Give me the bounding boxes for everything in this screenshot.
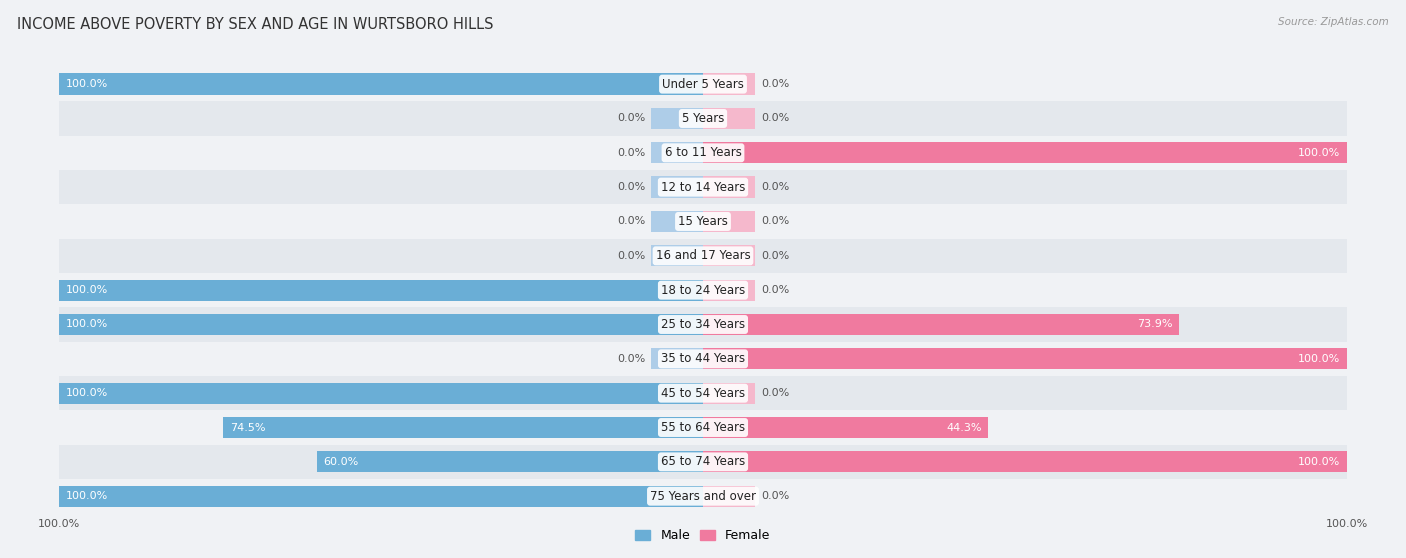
Bar (59, 239, 1347, 273)
Text: 45 to 54 Years: 45 to 54 Years (661, 387, 745, 400)
Bar (703, 485, 755, 507)
Text: 100.0%: 100.0% (1298, 354, 1340, 364)
Legend: Male, Female: Male, Female (630, 525, 776, 547)
Bar (651, 142, 703, 163)
Bar (651, 245, 703, 267)
Text: 0.0%: 0.0% (617, 217, 645, 227)
Bar (703, 417, 988, 438)
Bar (59, 136, 1347, 170)
Text: 0.0%: 0.0% (617, 251, 645, 261)
Bar (59, 479, 1347, 513)
Text: 44.3%: 44.3% (946, 422, 981, 432)
Text: 0.0%: 0.0% (761, 285, 789, 295)
Bar (59, 170, 1347, 204)
Bar (59, 280, 703, 301)
Bar (59, 341, 1347, 376)
Text: INCOME ABOVE POVERTY BY SEX AND AGE IN WURTSBORO HILLS: INCOME ABOVE POVERTY BY SEX AND AGE IN W… (17, 17, 494, 32)
Bar (59, 383, 703, 404)
Bar (703, 314, 1178, 335)
Text: 55 to 64 Years: 55 to 64 Years (661, 421, 745, 434)
Bar (224, 417, 703, 438)
Text: 0.0%: 0.0% (617, 354, 645, 364)
Bar (651, 348, 703, 369)
Text: 15 Years: 15 Years (678, 215, 728, 228)
Bar (651, 108, 703, 129)
Text: 74.5%: 74.5% (229, 422, 266, 432)
Text: 0.0%: 0.0% (761, 251, 789, 261)
Bar (703, 280, 755, 301)
Bar (703, 383, 755, 404)
Bar (59, 314, 703, 335)
Text: 65 to 74 Years: 65 to 74 Years (661, 455, 745, 468)
Bar (59, 376, 1347, 410)
Text: 100.0%: 100.0% (66, 79, 108, 89)
Bar (703, 451, 1347, 473)
Bar (59, 67, 1347, 102)
Bar (703, 245, 755, 267)
Bar (651, 211, 703, 232)
Text: 0.0%: 0.0% (761, 113, 789, 123)
Text: 60.0%: 60.0% (323, 457, 359, 467)
Text: 16 and 17 Years: 16 and 17 Years (655, 249, 751, 262)
Bar (703, 211, 755, 232)
Text: 0.0%: 0.0% (761, 388, 789, 398)
Bar (59, 204, 1347, 239)
Text: 0.0%: 0.0% (617, 113, 645, 123)
Text: 35 to 44 Years: 35 to 44 Years (661, 352, 745, 365)
Text: 0.0%: 0.0% (761, 217, 789, 227)
Text: Source: ZipAtlas.com: Source: ZipAtlas.com (1278, 17, 1389, 27)
Bar (59, 445, 1347, 479)
Text: 0.0%: 0.0% (761, 182, 789, 192)
Text: Under 5 Years: Under 5 Years (662, 78, 744, 90)
Text: 5 Years: 5 Years (682, 112, 724, 125)
Text: 25 to 34 Years: 25 to 34 Years (661, 318, 745, 331)
Bar (59, 485, 703, 507)
Text: 100.0%: 100.0% (66, 491, 108, 501)
Text: 100.0%: 100.0% (1298, 148, 1340, 158)
Text: 100.0%: 100.0% (66, 320, 108, 329)
Text: 0.0%: 0.0% (617, 182, 645, 192)
Bar (703, 348, 1347, 369)
Bar (59, 410, 1347, 445)
Bar (703, 176, 755, 198)
Bar (703, 74, 755, 95)
Text: 6 to 11 Years: 6 to 11 Years (665, 146, 741, 159)
Text: 100.0%: 100.0% (1298, 457, 1340, 467)
Bar (316, 451, 703, 473)
Text: 0.0%: 0.0% (761, 79, 789, 89)
Bar (59, 307, 1347, 341)
Text: 0.0%: 0.0% (617, 148, 645, 158)
Text: 18 to 24 Years: 18 to 24 Years (661, 283, 745, 297)
Text: 0.0%: 0.0% (761, 491, 789, 501)
Bar (703, 142, 1347, 163)
Bar (651, 176, 703, 198)
Bar (59, 273, 1347, 307)
Text: 73.9%: 73.9% (1137, 320, 1173, 329)
Text: 100.0%: 100.0% (66, 285, 108, 295)
Bar (59, 74, 703, 95)
Bar (59, 102, 1347, 136)
Text: 100.0%: 100.0% (66, 388, 108, 398)
Bar (703, 108, 755, 129)
Text: 12 to 14 Years: 12 to 14 Years (661, 181, 745, 194)
Text: 75 Years and over: 75 Years and over (650, 490, 756, 503)
